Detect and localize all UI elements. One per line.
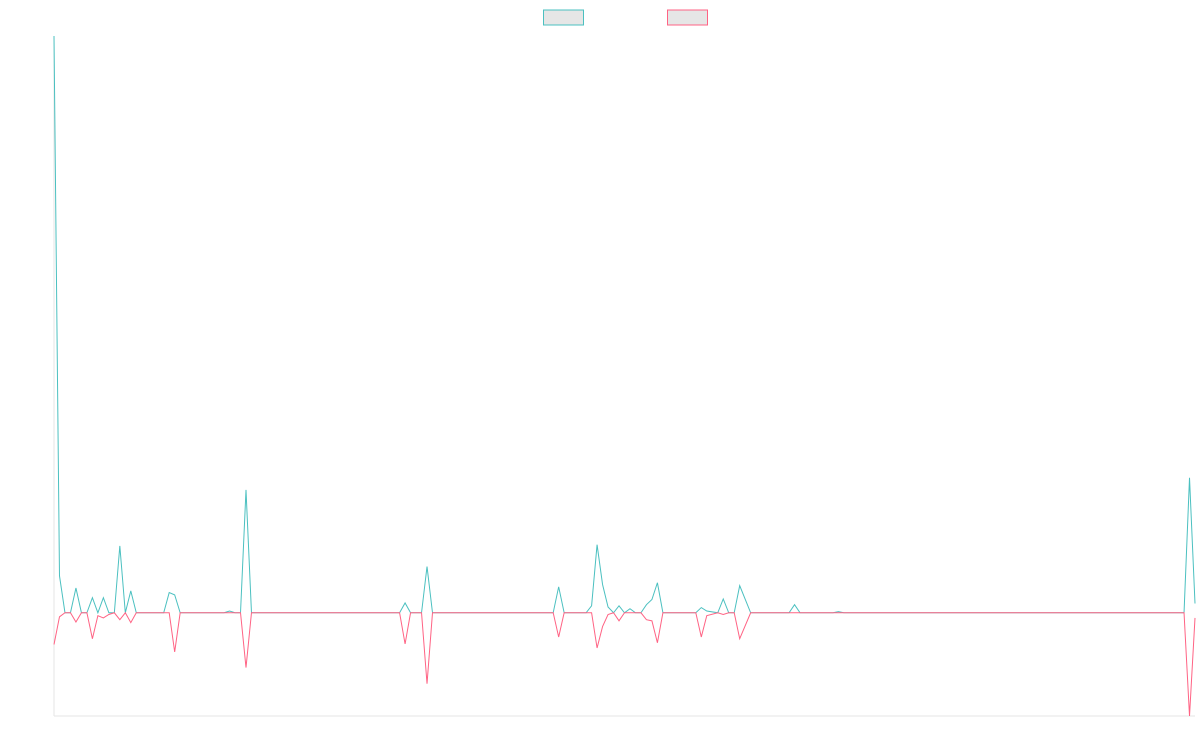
legend-swatch xyxy=(667,9,708,26)
series-line xyxy=(53,35,1196,615)
series-line xyxy=(53,611,1196,717)
legend-swatch xyxy=(543,9,584,26)
